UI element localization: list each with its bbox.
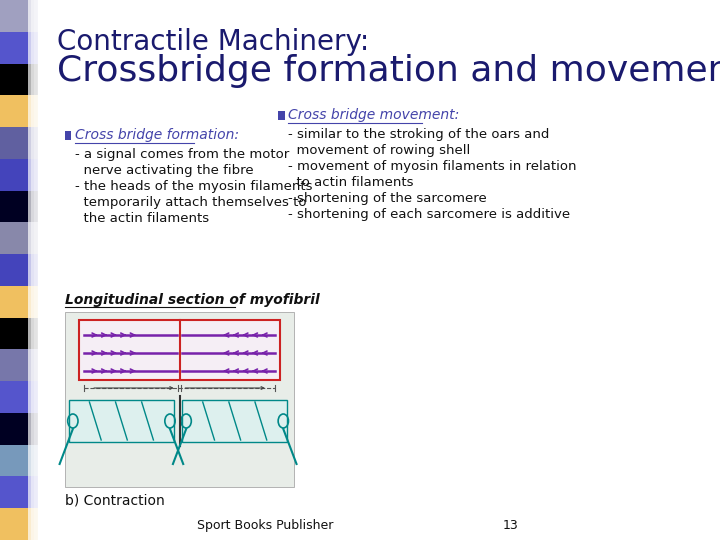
Bar — [0, 381, 38, 413]
Text: - shortening of the sarcomere: - shortening of the sarcomere — [289, 192, 487, 205]
Bar — [0, 508, 38, 540]
Bar — [0, 349, 38, 381]
Bar — [0, 318, 38, 349]
Text: Crossbridge formation and movement: Crossbridge formation and movement — [58, 54, 720, 88]
Text: Cross bridge formation:: Cross bridge formation: — [75, 128, 239, 142]
Text: Cross bridge movement:: Cross bridge movement: — [289, 108, 459, 122]
Bar — [0, 95, 38, 127]
Text: - the heads of the myosin filaments: - the heads of the myosin filaments — [75, 180, 312, 193]
Bar — [0, 159, 38, 191]
Bar — [0, 222, 38, 254]
Text: - shortening of each sarcomere is additive: - shortening of each sarcomere is additi… — [289, 208, 570, 221]
Text: b) Contraction: b) Contraction — [65, 493, 164, 507]
Bar — [182, 400, 287, 442]
Text: temporarily attach themselves to: temporarily attach themselves to — [75, 196, 307, 209]
Text: 13: 13 — [503, 519, 519, 532]
Text: - a signal comes from the motor: - a signal comes from the motor — [75, 148, 289, 161]
Bar — [0, 32, 38, 64]
Bar — [0, 413, 38, 445]
Bar — [0, 0, 38, 32]
Bar — [28, 0, 38, 540]
Bar — [31, 0, 38, 540]
Bar — [79, 320, 279, 380]
Text: to actin filaments: to actin filaments — [289, 176, 414, 189]
Text: - similar to the stroking of the oars and: - similar to the stroking of the oars an… — [289, 128, 550, 141]
Text: the actin filaments: the actin filaments — [75, 212, 210, 225]
Text: nerve activating the fibre: nerve activating the fibre — [75, 164, 253, 177]
Bar — [37, 0, 38, 540]
Text: movement of rowing shell: movement of rowing shell — [289, 144, 471, 157]
Bar — [0, 476, 38, 508]
Bar — [278, 111, 285, 120]
Bar — [0, 64, 38, 95]
Text: Contractile Machinery:: Contractile Machinery: — [58, 28, 369, 56]
Bar — [0, 127, 38, 159]
Bar — [0, 191, 38, 222]
Text: Sport Books Publisher: Sport Books Publisher — [197, 519, 333, 532]
Bar — [69, 400, 174, 442]
Bar — [34, 0, 38, 540]
Text: - movement of myosin filaments in relation: - movement of myosin filaments in relati… — [289, 160, 577, 173]
Text: Longitudinal section of myofibril: Longitudinal section of myofibril — [65, 293, 320, 307]
Bar — [65, 312, 294, 487]
Bar — [0, 286, 38, 318]
Bar — [0, 445, 38, 476]
Bar — [0, 254, 38, 286]
Bar — [65, 131, 71, 140]
